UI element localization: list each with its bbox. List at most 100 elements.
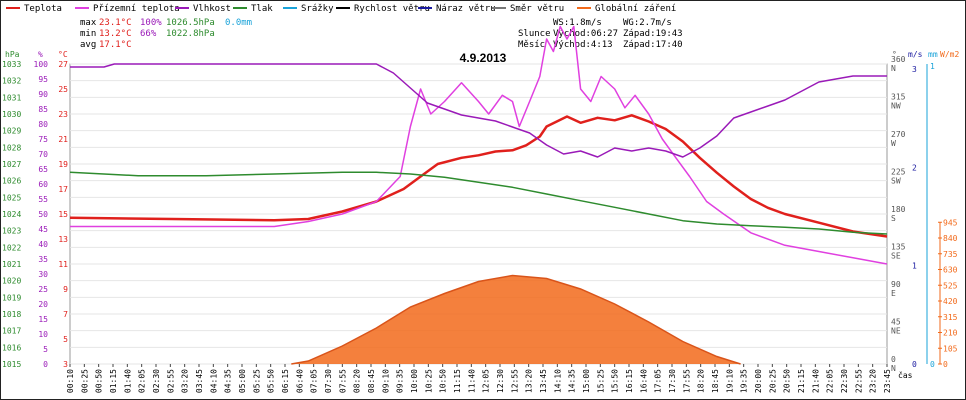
min-temp: 13.2°C	[99, 29, 132, 39]
sun-rise: Východ:06:27	[553, 29, 618, 39]
moon-set: Západ:17:40	[623, 40, 683, 50]
time-tick-label: 14:35	[568, 369, 577, 393]
tick-degc: 7	[63, 310, 68, 319]
moon-label: Měsíc	[518, 40, 545, 50]
time-tick-label: 05:25	[252, 369, 261, 393]
tick-hpa: 1031	[2, 93, 21, 102]
time-tick-label: 03:20	[181, 369, 190, 393]
tick-wm2: 0	[943, 360, 948, 369]
time-tick-label: 20:50	[783, 369, 792, 393]
time-tick-label: 15:25	[596, 369, 605, 393]
tick-pct: 35	[38, 255, 48, 264]
axis-unit-labels: hPa % °C ° m/s mm W/m2 čas	[5, 50, 959, 380]
time-tick-label: 07:30	[324, 369, 333, 393]
tick-dir-deg: 225	[891, 168, 906, 177]
time-tick-label: 13:20	[525, 369, 534, 393]
time-tick-label: 14:10	[553, 369, 562, 393]
tick-dir-label: SE	[891, 252, 901, 261]
min-label: min	[80, 29, 96, 39]
tick-degc: 17	[58, 185, 68, 194]
time-tick-label: 12:55	[510, 369, 519, 393]
tick-pct: 25	[38, 285, 48, 294]
tick-ms: 2	[912, 163, 917, 172]
tick-pct: 100	[34, 60, 49, 69]
tick-pct: 85	[38, 105, 48, 114]
unit-wm2: W/m2	[940, 50, 959, 59]
tick-hpa: 1027	[2, 160, 21, 169]
max-label: max	[80, 18, 97, 28]
tick-dir-label: E	[891, 289, 896, 298]
tick-hpa: 1033	[2, 60, 21, 69]
tick-hpa: 1023	[2, 227, 21, 236]
time-tick-label: 21:40	[811, 369, 820, 393]
time-tick-label: 17:55	[682, 369, 691, 393]
time-tick-label: 06:40	[295, 369, 304, 393]
tick-pct: 20	[38, 300, 48, 309]
tick-dir-deg: 180	[891, 205, 906, 214]
tick-dir-label: NW	[891, 102, 901, 111]
tick-degc: 21	[58, 135, 68, 144]
time-tick-label: 03:45	[195, 369, 204, 393]
time-tick-label: 10:50	[439, 369, 448, 393]
tick-hpa: 1017	[2, 327, 21, 336]
time-tick-label: 11:15	[453, 369, 462, 393]
time-tick-label: 06:15	[281, 369, 290, 393]
tick-wm2: 315	[943, 313, 958, 322]
time-tick-label: 08:20	[353, 369, 362, 393]
radiation-outline	[291, 274, 741, 365]
sun-set: Západ:19:43	[623, 29, 683, 39]
time-tick-label: 04:35	[224, 369, 233, 393]
tick-dir-deg: 270	[891, 130, 906, 139]
tick-degc: 25	[58, 85, 68, 94]
rain-total: 0.0mm	[225, 18, 252, 28]
min-hum: 66%	[140, 29, 157, 39]
tick-mm: 1	[930, 62, 935, 71]
time-tick-label: 10:25	[424, 369, 433, 393]
time-tick-label: 04:10	[209, 369, 218, 393]
tick-dir-deg: 360	[891, 55, 906, 64]
series-teplota	[69, 114, 888, 238]
tick-dir-deg: 45	[891, 318, 901, 327]
tick-dir-label: NE	[891, 327, 901, 336]
tick-hpa: 1019	[2, 293, 21, 302]
tick-dir-deg: 90	[891, 280, 901, 289]
tick-degc: 15	[58, 210, 68, 219]
series-p-zemn-teplota	[70, 25, 888, 265]
tick-pct: 95	[38, 75, 48, 84]
tick-degc: 13	[58, 235, 68, 244]
time-tick-label: 09:35	[396, 369, 405, 393]
tick-pct: 30	[38, 270, 48, 279]
time-tick-label: 01:15	[109, 369, 118, 393]
legend: Teplota Přízemní teplota Vlhkost Tlak Srážky…	[6, 4, 676, 14]
time-tick-label: 21:15	[797, 369, 806, 393]
tick-wm2: 525	[943, 281, 958, 290]
moon-rise: Východ:4:13	[553, 40, 613, 50]
tick-degc: 3	[63, 360, 68, 369]
time-tick-label: 16:40	[639, 369, 648, 393]
wind-gust-avg: WG:2.7m/s	[623, 18, 672, 28]
legend-label: Náraz větru	[436, 4, 496, 14]
legend-item: Rychlost větru	[336, 4, 430, 14]
time-tick-label: 18:20	[697, 369, 706, 393]
time-tick-label: 07:55	[338, 369, 347, 393]
time-tick-label: 12:30	[496, 369, 505, 393]
unit-deg: °	[892, 50, 897, 59]
min-press: 1022.8hPa	[166, 29, 215, 39]
time-tick-label: 17:30	[668, 369, 677, 393]
legend-label: Tlak	[251, 4, 273, 14]
tick-dir-label: S	[891, 214, 896, 223]
tick-ms: 1	[912, 262, 917, 271]
tick-degc: 27	[58, 60, 68, 69]
legend-item: Srážky	[283, 4, 334, 14]
series-tlak	[69, 171, 888, 235]
avg-label: avg	[80, 40, 96, 50]
tick-hpa: 1028	[2, 143, 21, 152]
tick-pct: 65	[38, 165, 48, 174]
tick-pct: 15	[38, 315, 48, 324]
time-tick-label: 22:05	[826, 369, 835, 393]
tick-wm2: 210	[943, 329, 958, 338]
legend-item: Směr větru	[492, 4, 564, 14]
time-tick-label: 02:05	[138, 369, 147, 393]
legend-item: Tlak	[233, 4, 273, 14]
legend-label: Teplota	[24, 4, 62, 14]
